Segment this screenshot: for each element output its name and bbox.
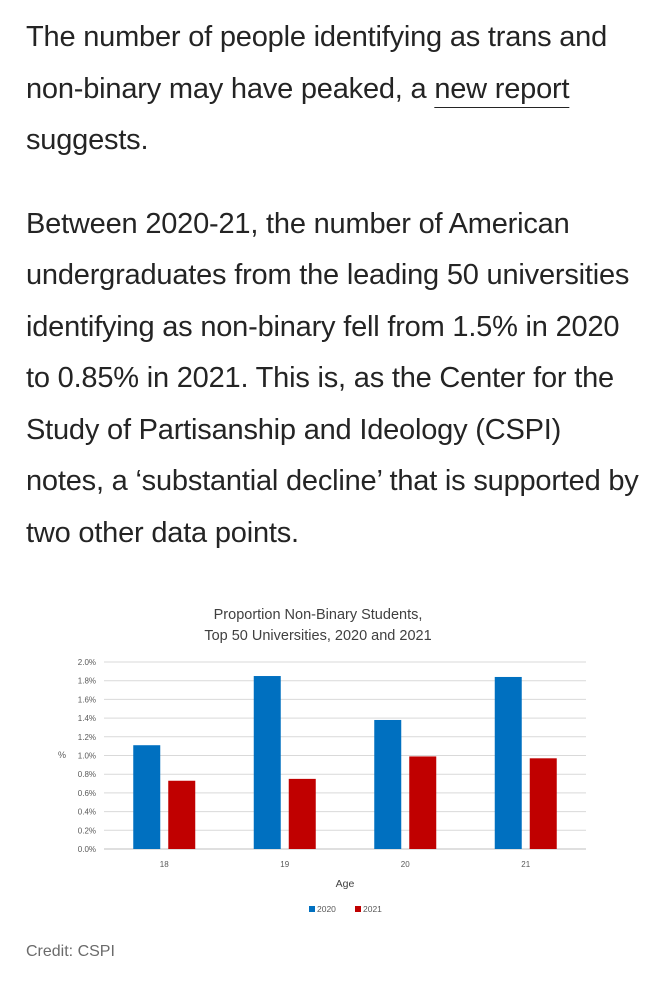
y-tick-label: 1.4% (78, 714, 96, 723)
y-axis-label: % (58, 750, 66, 760)
article-paragraph-2: Between 2020-21, the number of American … (26, 207, 639, 549)
y-tick-label: 1.6% (78, 695, 96, 704)
chart-subtitle: Top 50 Universities, 2020 and 2021 (204, 628, 431, 644)
bar-chart: Proportion Non-Binary Students, Top 50 U… (58, 607, 586, 914)
bar-2020-age-21 (494, 676, 522, 849)
y-tick-label: 1.0% (78, 752, 96, 761)
y-tick-label: 0.4% (78, 808, 96, 817)
bar-2020-age-19 (253, 676, 281, 849)
y-tick-label: 0.6% (78, 789, 96, 798)
bar-2021-age-20 (409, 756, 437, 849)
y-tick-label: 0.0% (78, 845, 96, 854)
y-tick-label: 2.0% (78, 658, 96, 667)
x-tick-label: 19 (280, 860, 289, 869)
x-tick-label: 18 (160, 860, 169, 869)
chart-title: Proportion Non-Binary Students, (214, 607, 423, 623)
chart-legend: 2020 2021 (309, 904, 382, 914)
bar-2020-age-18 (133, 745, 161, 849)
bar-2021-age-19 (288, 778, 316, 849)
x-tick-label: 20 (401, 860, 410, 869)
legend-swatch-2021 (355, 906, 361, 912)
figure-caption: Credit: CSPI (26, 943, 115, 960)
y-tick-label: 1.8% (78, 677, 96, 686)
new-report-link[interactable]: new report (434, 72, 570, 105)
article-body: The number of people identifying as tran… (26, 12, 646, 559)
chart-figure: Proportion Non-Binary Students, Top 50 U… (56, 598, 596, 933)
bar-2021-age-18 (168, 780, 196, 849)
paragraph-1-text-before: The number of people identifying as tran… (26, 21, 608, 105)
y-tick-label: 0.8% (78, 770, 96, 779)
x-axis-ticks: 18 19 20 21 (160, 860, 531, 869)
y-axis-ticks: 0.0% 0.2% 0.4% 0.6% 0.8% 1.0% 1.2% 1.4% 1.6% 1.8%… (78, 658, 96, 854)
article-paragraph-1: The number of people identifying as tran… (26, 12, 646, 167)
x-axis-label: Age (336, 878, 355, 890)
x-tick-label: 21 (521, 860, 530, 869)
y-tick-label: 0.2% (78, 826, 96, 835)
y-tick-label: 1.2% (78, 733, 96, 742)
legend-label-2020: 2020 (317, 904, 336, 914)
bar-2021-age-21 (529, 758, 557, 849)
chart-bars (133, 676, 557, 849)
legend-swatch-2020 (309, 906, 315, 912)
bar-2020-age-20 (374, 719, 402, 849)
paragraph-1-text-after: suggests. (26, 124, 149, 156)
legend-label-2021: 2021 (363, 904, 382, 914)
